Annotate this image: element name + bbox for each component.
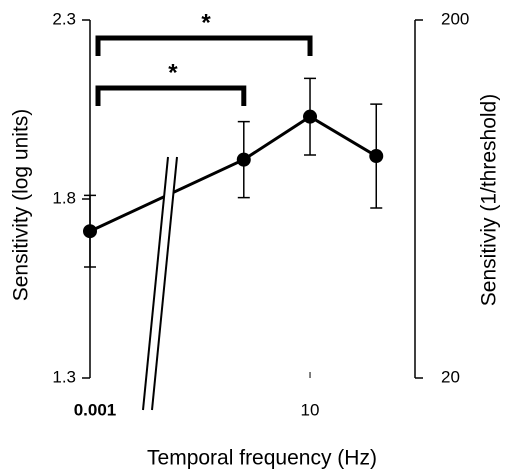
y2-tick-label: 200 xyxy=(441,9,469,28)
data-point xyxy=(369,149,384,164)
y-tick-label: 1.8 xyxy=(52,188,76,207)
y-axis-title: Sensitivity (log units) xyxy=(10,109,33,302)
axis-break xyxy=(151,156,178,411)
y2-axis-title: Sensitiviy (1/threshold) xyxy=(478,94,501,306)
significance-label: * xyxy=(168,59,178,86)
x-axis-title: Temporal frequency (Hz) xyxy=(147,447,377,470)
axis-break xyxy=(142,156,169,411)
x-tick-label: 10 xyxy=(301,400,320,419)
significance-bracket xyxy=(95,35,313,56)
significance-label: * xyxy=(201,9,211,36)
data-point xyxy=(236,152,251,167)
data-line xyxy=(89,114,378,233)
y-tick-label: 2.3 xyxy=(52,9,76,28)
significance-bracket xyxy=(95,85,247,106)
y2-tick-label: 20 xyxy=(441,367,460,386)
y-tick-label: 1.3 xyxy=(52,367,76,386)
x-tick-label: 0.001 xyxy=(74,400,117,419)
data-point xyxy=(83,224,97,239)
data-point xyxy=(303,109,318,124)
axis-break-gap xyxy=(143,157,177,410)
